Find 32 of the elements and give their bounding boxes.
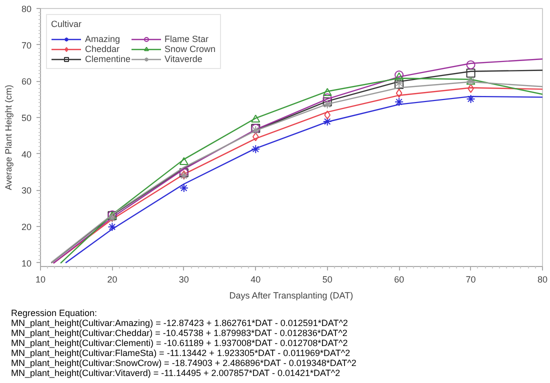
x-tick-label: 80 [537,274,548,284]
x-tick-label: 40 [250,274,261,284]
legend-title: Cultivar [51,19,83,29]
legend-label: Clementine [85,54,131,64]
y-tick-label: 10 [21,258,32,268]
x-tick-label: 70 [466,274,476,284]
y-tick-label: 30 [21,186,32,196]
x-axis-title: Days After Transplanting (DAT) [229,290,354,300]
text: MN_plant_height(Cultivar:Vitaverd) = -11.14495 + 2.007857*DAT - 0.01421*DAT^2 [11,368,340,378]
x-tick-label: 50 [322,274,332,284]
y-tick-label: 80 [21,4,32,14]
y-tick-label: 20 [21,222,32,232]
text: MN_plant_height(Cultivar:SnowCrow) = -18.74903 + 2.486896*DAT - 0.019348*DAT^2 [11,358,356,368]
text: MN_plant_height(Cultivar:FlameSta) = -11.13442 + 1.923305*DAT - 0.011969*DAT^2 [11,348,350,358]
legend-label: Flame Star [164,34,209,44]
x-tick-label: 60 [394,274,404,284]
y-tick-label: 60 [21,76,32,87]
x-tick-label: 10 [35,274,46,284]
y-tick-label: 70 [21,40,32,50]
y-axis-title: Average Plant Height (cm) [3,84,14,190]
text: Regression Equation: [11,308,98,318]
legend-label: Vitaverde [164,54,202,64]
legend-label: Snow Crown [164,44,216,54]
y-tick-label: 40 [21,149,32,160]
text: MN_plant_height(Cultivar:Cheddar) = -10.45738 + 1.879983*DAT - 0.012836*DAT^2 [11,328,348,338]
text: MN_plant_height(Cultivar:Amazing) = -12.87423 + 1.862761*DAT - 0.012591*DAT^2 [11,318,348,328]
legend-label: Amazing [85,34,120,44]
x-tick-label: 20 [107,274,118,284]
x-tick-label: 30 [178,274,189,284]
text: MN_plant_height(Cultivar:Clementi) = -10.61189 + 1.937008*DAT - 0.012708*DAT^2 [11,338,348,348]
y-tick-label: 50 [21,113,32,124]
legend-label: Cheddar [85,44,120,54]
